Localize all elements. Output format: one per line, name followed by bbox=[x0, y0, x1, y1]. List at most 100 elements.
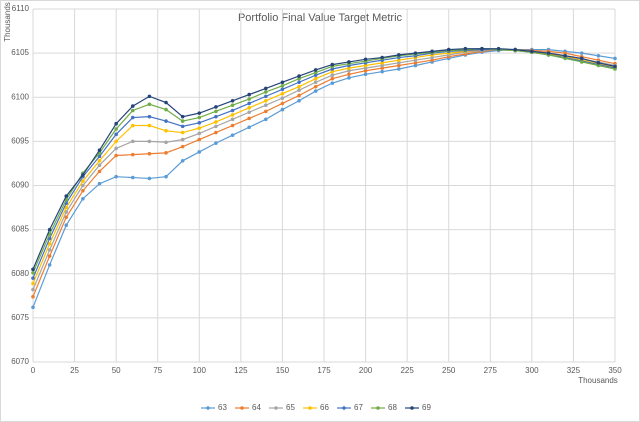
data-point bbox=[363, 68, 368, 73]
data-point bbox=[247, 97, 251, 101]
data-point bbox=[214, 130, 218, 135]
series-line bbox=[32, 48, 616, 274]
data-point bbox=[313, 68, 318, 72]
data-point bbox=[31, 287, 35, 292]
data-point bbox=[97, 148, 102, 152]
data-point bbox=[496, 46, 501, 51]
data-point bbox=[247, 101, 251, 106]
x-tick-label: 200 bbox=[359, 366, 373, 375]
y-tick-label: 6095 bbox=[11, 136, 29, 145]
data-point bbox=[297, 93, 301, 98]
data-point bbox=[31, 305, 35, 310]
x-tick-label: 225 bbox=[400, 366, 414, 375]
data-point bbox=[64, 215, 69, 220]
data-point bbox=[380, 69, 385, 74]
data-point bbox=[546, 51, 551, 55]
data-point bbox=[180, 137, 185, 142]
data-point bbox=[613, 67, 617, 71]
data-point bbox=[264, 90, 268, 94]
data-point bbox=[579, 51, 584, 55]
data-point bbox=[280, 101, 285, 106]
legend-marker bbox=[240, 406, 244, 410]
x-tick-label: 0 bbox=[31, 366, 36, 375]
data-point bbox=[413, 61, 418, 65]
data-point bbox=[397, 58, 401, 62]
data-point bbox=[347, 60, 351, 64]
data-point bbox=[596, 63, 601, 68]
data-point bbox=[64, 205, 69, 210]
data-point bbox=[114, 121, 118, 126]
data-point bbox=[413, 58, 418, 62]
data-point bbox=[130, 104, 135, 108]
data-point bbox=[180, 158, 185, 163]
data-point bbox=[47, 248, 52, 252]
y-tick-label: 6090 bbox=[11, 181, 29, 190]
data-point bbox=[280, 87, 285, 92]
data-point bbox=[280, 91, 285, 96]
data-point bbox=[130, 139, 135, 144]
x-tick-label: 100 bbox=[193, 366, 207, 375]
data-point bbox=[230, 117, 235, 122]
legend-label: 69 bbox=[422, 403, 431, 412]
data-point bbox=[330, 81, 335, 85]
data-point bbox=[596, 53, 601, 58]
data-point bbox=[330, 69, 335, 74]
data-point bbox=[147, 94, 152, 99]
data-point bbox=[347, 76, 351, 80]
data-point bbox=[313, 76, 318, 81]
data-point bbox=[214, 120, 218, 124]
data-point bbox=[480, 46, 484, 51]
y-tick-label: 6080 bbox=[11, 269, 29, 278]
legend-marker bbox=[308, 406, 312, 410]
data-point bbox=[130, 115, 135, 120]
y-tick-label: 6100 bbox=[11, 92, 29, 101]
legend-label: 63 bbox=[218, 403, 227, 412]
data-point bbox=[330, 76, 335, 81]
legend-label: 67 bbox=[354, 403, 363, 412]
x-tick-label: 325 bbox=[567, 366, 581, 375]
data-point bbox=[97, 169, 102, 174]
data-point bbox=[347, 72, 351, 77]
data-point bbox=[130, 152, 135, 157]
data-point bbox=[247, 125, 251, 130]
chart-title: Portfolio Final Value Target Metric bbox=[238, 12, 403, 24]
data-point bbox=[264, 98, 268, 103]
data-point bbox=[114, 153, 118, 158]
data-point bbox=[180, 119, 185, 123]
data-point bbox=[180, 144, 185, 149]
data-point bbox=[197, 126, 202, 130]
x-tick-label: 50 bbox=[112, 366, 121, 375]
data-point bbox=[579, 56, 584, 61]
data-point bbox=[397, 53, 401, 57]
data-point bbox=[64, 223, 69, 228]
data-point bbox=[363, 66, 368, 70]
data-point bbox=[230, 108, 235, 113]
data-point bbox=[230, 133, 235, 137]
data-point bbox=[297, 76, 301, 81]
data-point bbox=[114, 174, 118, 179]
data-point bbox=[114, 132, 118, 137]
data-point bbox=[114, 127, 118, 131]
data-point bbox=[164, 100, 168, 105]
data-point bbox=[430, 49, 434, 54]
y-tick-label: 6105 bbox=[11, 48, 29, 57]
data-point bbox=[563, 56, 567, 61]
legend-marker bbox=[206, 406, 210, 410]
data-point bbox=[413, 63, 418, 68]
data-point bbox=[147, 102, 152, 107]
legend-marker bbox=[342, 406, 346, 410]
data-point bbox=[430, 55, 434, 60]
data-point bbox=[197, 137, 202, 142]
data-point bbox=[164, 107, 168, 112]
data-point bbox=[97, 158, 102, 163]
data-point bbox=[214, 114, 218, 119]
data-point bbox=[114, 146, 118, 151]
data-point bbox=[214, 124, 218, 129]
data-point bbox=[97, 154, 102, 159]
data-point bbox=[230, 103, 235, 107]
data-point bbox=[613, 64, 617, 69]
data-point bbox=[297, 74, 301, 78]
data-point bbox=[81, 173, 85, 177]
data-point bbox=[247, 92, 251, 97]
